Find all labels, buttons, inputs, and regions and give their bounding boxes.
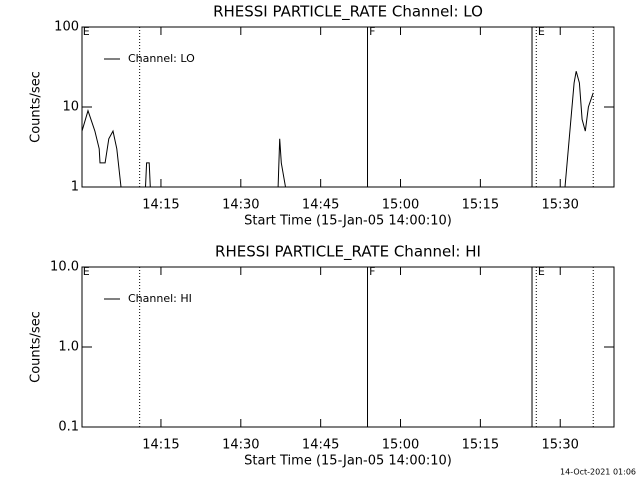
flag-label: E — [83, 25, 90, 38]
x-tick-label: 15:00 — [382, 438, 419, 453]
flag-label: F — [369, 265, 375, 278]
x-tick-label: 15:30 — [541, 198, 578, 213]
y-tick-label: 1 — [71, 180, 79, 195]
x-tick-label: 14:15 — [142, 198, 179, 213]
flag-label: E — [538, 25, 545, 38]
chart-title: RHESSI PARTICLE_RATE Channel: HI — [215, 243, 481, 262]
legend-label: Channel: LO — [128, 52, 195, 65]
x-tick-label: 14:15 — [142, 438, 179, 453]
series-line — [82, 71, 594, 187]
chart-title: RHESSI PARTICLE_RATE Channel: LO — [213, 3, 483, 22]
y-tick-label: 10 — [62, 100, 79, 115]
x-tick-label: 14:45 — [302, 438, 339, 453]
flag-label: F — [369, 25, 375, 38]
x-axis-label: Start Time (15-Jan-05 14:00:10) — [244, 454, 452, 469]
y-axis-label: Counts/sec — [29, 311, 44, 383]
flag-label: E — [538, 265, 545, 278]
y-tick-label: 100 — [54, 20, 79, 35]
x-tick-label: 15:15 — [462, 438, 499, 453]
flag-label: E — [83, 265, 90, 278]
x-tick-label: 15:15 — [462, 198, 499, 213]
x-tick-label: 15:30 — [541, 438, 578, 453]
y-tick-label: 0.1 — [58, 420, 79, 435]
footer: 14-Oct-2021 01:06 — [560, 468, 636, 477]
x-tick-label: 14:30 — [222, 198, 259, 213]
x-axis-label: Start Time (15-Jan-05 14:00:10) — [244, 214, 452, 229]
x-tick-label: 15:00 — [382, 198, 419, 213]
x-tick-label: 14:45 — [302, 198, 339, 213]
y-tick-label: 1.0 — [58, 340, 79, 355]
y-tick-label: 10.0 — [50, 260, 79, 275]
legend-label: Channel: HI — [128, 292, 192, 305]
y-axis-label: Counts/sec — [29, 71, 44, 143]
x-tick-label: 14:30 — [222, 438, 259, 453]
